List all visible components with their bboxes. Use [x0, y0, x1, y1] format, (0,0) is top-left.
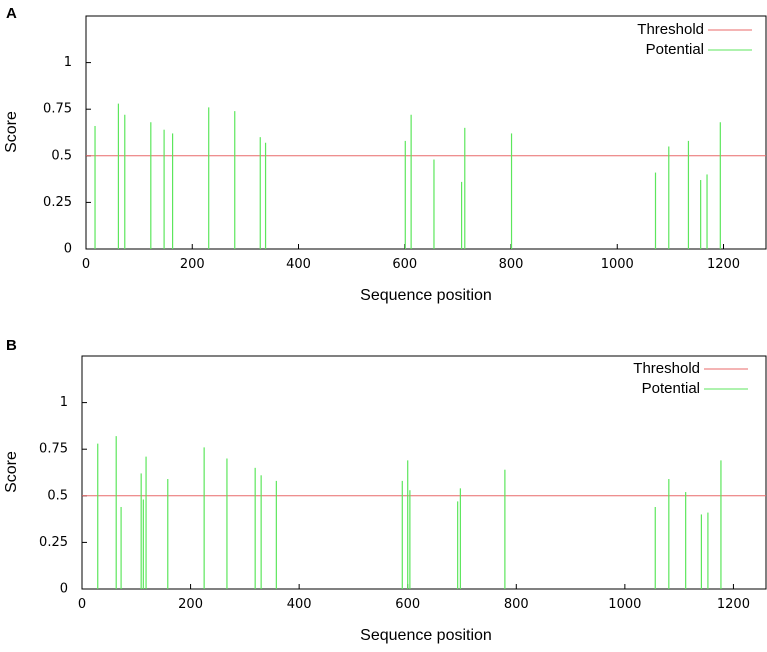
x-tick-label: 600 [395, 597, 420, 612]
y-tick-label: 0.5 [51, 148, 72, 163]
legend-label-threshold: Threshold [633, 360, 700, 377]
x-axis-title: Sequence position [360, 287, 492, 304]
x-tick-label: 0 [78, 597, 86, 612]
x-tick-label: 400 [286, 257, 311, 272]
y-tick-label: 1 [64, 55, 72, 70]
x-tick-label: 800 [504, 597, 529, 612]
x-tick-label: 1200 [717, 597, 750, 612]
x-tick-label: 1000 [601, 257, 634, 272]
y-tick-label: 0 [64, 242, 72, 257]
y-tick-label: 0.75 [39, 442, 68, 457]
legend-label-potential: Potential [646, 41, 704, 58]
panel-label: B [6, 337, 17, 354]
panel-label: A [6, 5, 17, 22]
x-tick-label: 400 [287, 597, 312, 612]
x-axis-title: Sequence position [360, 627, 492, 644]
y-tick-label: 0.5 [47, 488, 68, 503]
x-tick-label: 1000 [608, 597, 641, 612]
legend-label-threshold: Threshold [637, 21, 704, 38]
chart-panel-a: A 0 0.25 0.5 0.75 1 0 200 400 600 800 1000 1200 Seque… [3, 5, 767, 304]
y-tick-label: 0.25 [43, 195, 72, 210]
x-tick-label: 200 [180, 257, 205, 272]
y-axis-title: Score [3, 111, 20, 153]
x-tick-label: 200 [178, 597, 203, 612]
chart-panel-b: B 0 0.25 0.5 0.75 1 0 200 400 600 800 1000 1200 Seque… [3, 337, 767, 644]
x-tick-label: 0 [82, 257, 90, 272]
y-axis-title: Score [3, 451, 20, 493]
x-tick-label: 1200 [707, 257, 740, 272]
plot-frame [81, 355, 767, 590]
y-tick-label: 0 [60, 582, 68, 597]
y-tick-label: 1 [60, 395, 68, 410]
x-tick-label: 600 [392, 257, 417, 272]
y-tick-label: 0.25 [39, 535, 68, 550]
x-tick-label: 800 [499, 257, 524, 272]
plot-frame [85, 15, 767, 250]
legend-label-potential: Potential [642, 380, 700, 397]
y-tick-label: 0.75 [43, 102, 72, 117]
